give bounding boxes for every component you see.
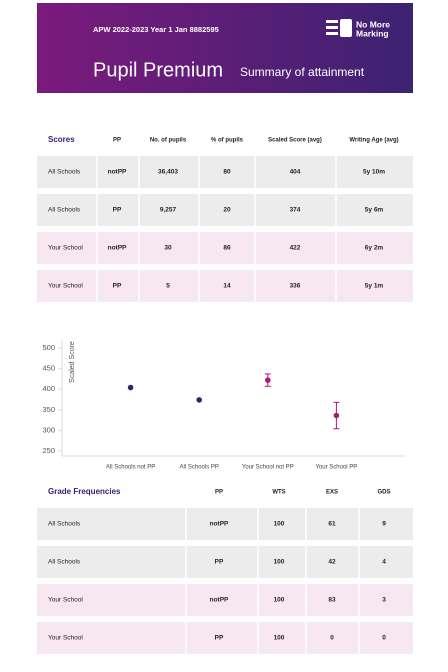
y-tick-label: 300 (42, 425, 55, 434)
x-tick-label: Your School PP (315, 465, 357, 471)
title: Pupil Premium (93, 59, 223, 81)
table-cell: 0 (330, 635, 334, 642)
report-code: APW 2022-2023 Year 1 Jan 8882595 (93, 25, 219, 34)
table-row (37, 584, 413, 616)
logo-text: No More (356, 19, 390, 29)
table-cell: 5 (166, 283, 170, 290)
table-cell: 9,257 (160, 207, 177, 214)
y-tick-label: 350 (42, 405, 55, 414)
x-tick-label: All Schools not PP (106, 465, 155, 471)
table-cell: 86 (223, 245, 231, 252)
column-header: EXS (326, 490, 338, 496)
table-cell: Your School (48, 245, 83, 252)
x-tick-label: All Schools PP (180, 465, 219, 471)
table-cell: 61 (328, 521, 336, 528)
table-cell: 42 (328, 559, 336, 566)
table-cell: Your School (48, 635, 83, 642)
table-title: Grade Frequencies (48, 487, 121, 496)
table-title: Scores (48, 135, 75, 144)
table-cell: 6y 2m (365, 245, 384, 252)
table-cell: 4 (382, 559, 386, 566)
point (196, 397, 202, 403)
point (265, 377, 271, 383)
table-cell: 9 (382, 521, 386, 528)
table-cell: 404 (290, 169, 301, 176)
table-row (37, 194, 413, 226)
x-tick-label: Your School not PP (242, 465, 294, 471)
table-cell: Your School (48, 283, 83, 290)
table-cell: notPP (210, 521, 229, 528)
table-cell: 3 (382, 597, 386, 604)
table-cell: 36,403 (158, 169, 178, 176)
logo-icon (326, 19, 352, 37)
y-tick-label: 400 (42, 384, 55, 393)
table-row (37, 156, 413, 188)
table-cell: All Schools (48, 207, 81, 214)
y-tick-label: 500 (42, 343, 55, 352)
table-cell: All Schools (48, 559, 81, 566)
column-header: GDS (377, 490, 390, 496)
column-header: PP (113, 138, 121, 144)
table-cell: 100 (274, 521, 285, 528)
table-cell: 100 (274, 559, 285, 566)
table-cell: All Schools (48, 169, 81, 176)
column-header: % of pupils (211, 138, 244, 144)
table-cell: 422 (290, 245, 301, 252)
y-axis-label: Scaled Score (69, 341, 76, 383)
y-tick-label: 450 (42, 364, 55, 373)
table-cell: Your School (48, 597, 83, 604)
table-row (37, 546, 413, 578)
table-cell: 5y 1m (365, 283, 384, 290)
table-cell: PP (113, 283, 122, 290)
y-tick-label: 250 (42, 446, 55, 455)
table-cell: All Schools (48, 521, 81, 528)
table-cell: 0 (382, 635, 386, 642)
table-cell: 5y 6m (365, 207, 384, 214)
table-cell: 374 (290, 207, 301, 214)
point (127, 384, 134, 391)
header-banner (37, 3, 413, 93)
table-cell: notPP (108, 169, 127, 176)
column-header: No. of pupils (150, 138, 187, 144)
column-header: PP (215, 490, 223, 496)
table-cell: 83 (328, 597, 336, 604)
table-row (37, 270, 413, 302)
table-cell: 5y 10m (363, 169, 385, 176)
table-cell: 20 (223, 207, 231, 214)
table-row (37, 622, 413, 654)
table-cell: 80 (223, 169, 231, 176)
column-header: WTS (272, 490, 285, 496)
column-header: Scaled Score (avg) (268, 138, 322, 144)
table-cell: 100 (274, 597, 285, 604)
table-cell: PP (215, 559, 224, 566)
table-cell: notPP (108, 245, 127, 252)
point (333, 412, 340, 419)
table-cell: 14 (223, 283, 231, 290)
table-row (37, 508, 413, 540)
table-cell: PP (215, 635, 224, 642)
subtitle: Summary of attainment (240, 65, 365, 79)
logo-text: Marking (356, 28, 389, 38)
table-cell: PP (113, 207, 122, 214)
table-cell: 336 (290, 283, 301, 290)
column-header: Writing Age (avg) (349, 138, 398, 144)
table-cell: notPP (210, 597, 229, 604)
table-cell: 100 (274, 635, 285, 642)
table-cell: 30 (164, 245, 172, 252)
table-row (37, 232, 413, 264)
